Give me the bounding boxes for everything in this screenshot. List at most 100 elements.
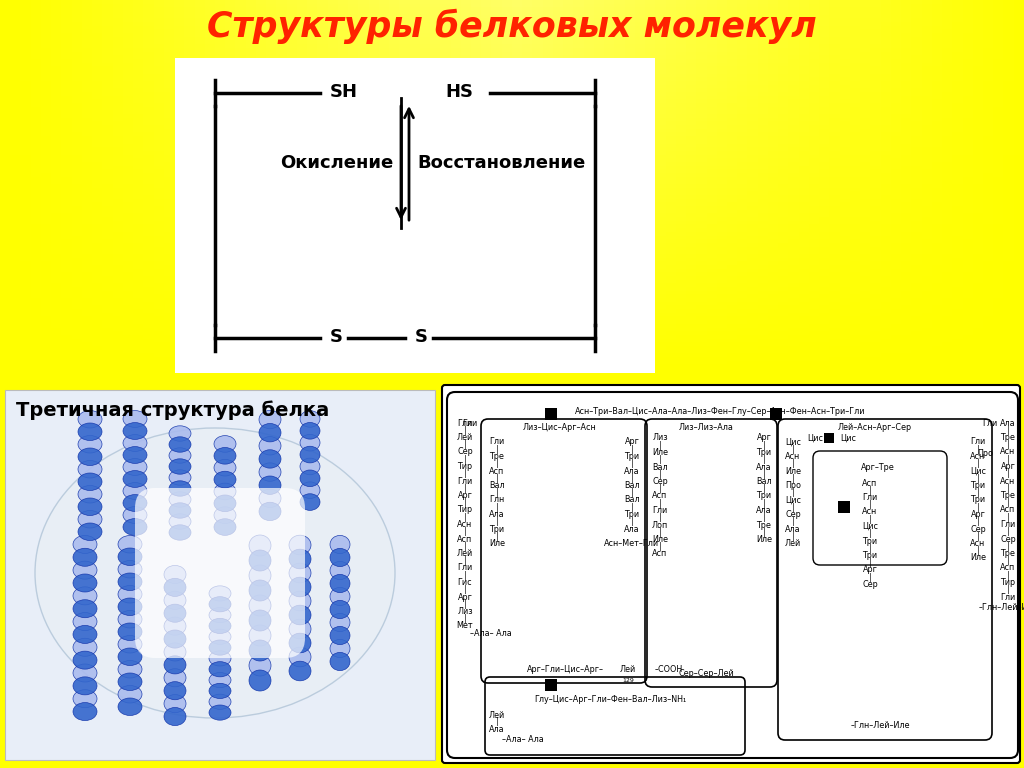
Text: |: |	[1007, 484, 1010, 493]
Text: –Ала– Ала: –Ала– Ала	[502, 736, 544, 744]
Ellipse shape	[289, 661, 311, 680]
Ellipse shape	[209, 597, 231, 612]
Text: |: |	[464, 600, 466, 609]
Ellipse shape	[123, 471, 147, 488]
Text: Гли: Гли	[862, 493, 878, 502]
Text: Про: Про	[977, 449, 993, 458]
Ellipse shape	[209, 650, 231, 666]
Ellipse shape	[214, 495, 236, 511]
Ellipse shape	[169, 525, 191, 540]
Ellipse shape	[289, 563, 311, 583]
Text: Лей: Лей	[488, 710, 505, 720]
Text: S: S	[330, 328, 343, 346]
Ellipse shape	[289, 578, 311, 597]
Ellipse shape	[169, 481, 191, 496]
Text: |: |	[496, 717, 499, 727]
Text: –Глн–Лей–Иле: –Глн–Лей–Иле	[850, 721, 909, 730]
Text: Лей: Лей	[784, 539, 801, 548]
Text: Три: Три	[971, 495, 985, 505]
Ellipse shape	[123, 422, 147, 439]
Ellipse shape	[78, 473, 102, 491]
Bar	[824, 433, 834, 443]
Ellipse shape	[259, 502, 281, 521]
Text: Тир: Тир	[1000, 578, 1016, 587]
Ellipse shape	[118, 548, 142, 565]
Text: Лиз–Лиз–Ала: Лиз–Лиз–Ала	[679, 423, 733, 432]
Ellipse shape	[249, 565, 271, 586]
Ellipse shape	[300, 494, 319, 511]
Ellipse shape	[73, 638, 97, 657]
Text: |: |	[631, 445, 633, 454]
Text: |: |	[792, 518, 795, 526]
Text: Лоп: Лоп	[652, 521, 668, 529]
Text: –Ала– Ала: –Ала– Ала	[470, 630, 512, 638]
Ellipse shape	[214, 483, 236, 500]
Ellipse shape	[164, 669, 186, 687]
Text: |: |	[1007, 455, 1010, 464]
Bar	[175, 58, 655, 373]
Ellipse shape	[123, 411, 147, 428]
Text: |: |	[464, 571, 466, 580]
Text: |: |	[868, 515, 871, 524]
Text: Три: Три	[625, 510, 640, 519]
Text: |: |	[496, 503, 499, 511]
Text: |: |	[464, 528, 466, 536]
Text: Цис: Цис	[862, 522, 878, 531]
Text: |: |	[496, 488, 499, 497]
Text: |: |	[977, 531, 979, 541]
Ellipse shape	[169, 470, 191, 485]
Text: |: |	[1007, 513, 1010, 521]
Ellipse shape	[259, 423, 281, 442]
Ellipse shape	[169, 514, 191, 529]
Ellipse shape	[164, 617, 186, 635]
Ellipse shape	[118, 598, 142, 615]
Ellipse shape	[118, 635, 142, 653]
Ellipse shape	[300, 446, 319, 463]
FancyBboxPatch shape	[135, 488, 305, 658]
Text: Асн: Асн	[785, 452, 801, 461]
Ellipse shape	[164, 604, 186, 622]
Text: Восстановление: Восстановление	[417, 154, 586, 172]
Ellipse shape	[118, 561, 142, 578]
Text: |: |	[792, 459, 795, 468]
Text: |: |	[977, 546, 979, 555]
Ellipse shape	[330, 535, 350, 554]
Ellipse shape	[118, 611, 142, 628]
Text: Ала: Ала	[489, 510, 505, 519]
Text: Ала: Ала	[1000, 419, 1016, 428]
Ellipse shape	[78, 423, 102, 441]
Text: Арг: Арг	[625, 438, 639, 446]
Ellipse shape	[214, 472, 236, 488]
Ellipse shape	[249, 535, 271, 556]
Ellipse shape	[73, 625, 97, 644]
Text: Арг: Арг	[1000, 462, 1016, 471]
Ellipse shape	[249, 640, 271, 661]
Ellipse shape	[169, 458, 191, 474]
Text: |: |	[658, 470, 662, 478]
Text: Гли: Гли	[971, 438, 986, 446]
Text: |: |	[763, 485, 765, 493]
Text: |: |	[464, 425, 466, 435]
Ellipse shape	[169, 425, 191, 441]
Text: |: |	[1007, 498, 1010, 507]
Text: |: |	[631, 518, 633, 526]
Text: Ала: Ала	[756, 462, 772, 472]
Text: Структуры белковых молекул: Структуры белковых молекул	[207, 8, 817, 44]
Ellipse shape	[118, 660, 142, 678]
Ellipse shape	[164, 656, 186, 674]
Text: Третичная структура белка: Третичная структура белка	[16, 400, 330, 419]
Text: |: |	[1007, 528, 1010, 536]
Text: |: |	[464, 484, 466, 493]
Text: Цис: Цис	[785, 495, 801, 505]
Text: |: |	[464, 556, 466, 565]
Text: Лей–Асн–Арг–Сер: Лей–Асн–Арг–Сер	[838, 423, 912, 432]
Ellipse shape	[78, 511, 102, 528]
Text: |: |	[977, 474, 979, 483]
Text: –Глн–Лей–Иле: –Глн–Лей–Иле	[978, 603, 1024, 611]
Text: |: |	[658, 513, 662, 522]
Text: Мет: Мет	[457, 621, 473, 631]
Ellipse shape	[330, 561, 350, 580]
Ellipse shape	[209, 640, 231, 655]
Text: Тре: Тре	[1000, 491, 1016, 500]
Text: Ала: Ала	[625, 466, 640, 475]
